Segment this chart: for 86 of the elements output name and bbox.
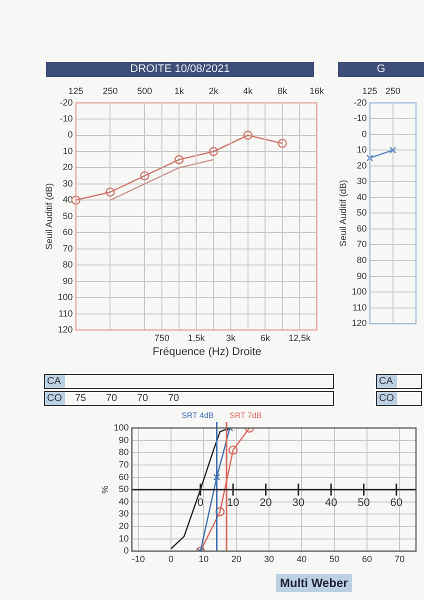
- y-tick-label: 80: [356, 255, 367, 265]
- text: CA: [377, 375, 397, 388]
- chart-title: G: [338, 62, 424, 77]
- chart-title: DROITE 10/08/2021: [46, 62, 314, 77]
- y-tick-label: 30: [356, 176, 367, 186]
- y-tick-label: 30: [62, 178, 73, 188]
- text: 12,5k: [288, 332, 312, 343]
- y-tick-label: 40: [118, 496, 129, 506]
- y-tick-label: 10: [356, 144, 367, 155]
- text: 1,5k: [188, 332, 206, 343]
- ref-line-label: SRT 4dB: [182, 411, 214, 420]
- x-tick-label: 20: [231, 554, 242, 564]
- text: 3k: [226, 332, 236, 343]
- y-tick-label: 120: [58, 324, 73, 334]
- y-tick-label: 90: [356, 270, 367, 281]
- y-tick-label: 100: [352, 286, 367, 297]
- text: 70: [104, 392, 118, 405]
- x2-tick-label: 20: [260, 497, 272, 510]
- y-tick-label: 90: [62, 276, 73, 286]
- text: 750: [154, 332, 170, 343]
- x-tick-label: 250: [102, 86, 118, 96]
- text: 70: [136, 392, 150, 405]
- x-tick-label: 16k: [309, 86, 324, 96]
- y-axis-title: Seuil Auditif (dB): [44, 183, 54, 250]
- y-tick-label: 50: [62, 210, 73, 221]
- x-tick-label: 125: [362, 86, 378, 96]
- y-tick-label: 100: [58, 292, 73, 302]
- x-tick-label: 70: [394, 554, 405, 564]
- x-tick-label: 125: [68, 86, 84, 96]
- y-tick-label: 70: [118, 459, 129, 470]
- y-tick-label: 120: [352, 318, 367, 328]
- y-tick-label: 20: [62, 162, 73, 172]
- ref-line-label: SRT 7dB: [230, 411, 262, 420]
- x2-tick-label: 0: [197, 497, 204, 510]
- y-tick-label: 60: [356, 223, 367, 234]
- y-tick-label: 0: [124, 546, 129, 556]
- text: CO: [45, 392, 65, 405]
- x2-tick-label: 40: [324, 497, 338, 510]
- text: 6k: [260, 332, 270, 343]
- y-tick-label: 110: [58, 308, 73, 318]
- y-tick-label: 90: [118, 434, 129, 445]
- y-tick-label: 10: [118, 533, 129, 544]
- text: CA: [45, 375, 65, 388]
- y-tick-label: -20: [60, 97, 73, 108]
- y-axis-title: %: [100, 486, 110, 494]
- y-tick-label: 10: [62, 146, 73, 156]
- x-tick-label: 40: [296, 554, 307, 564]
- y-tick-label: 20: [356, 160, 367, 170]
- y-tick-label: 30: [118, 508, 129, 519]
- y-tick-label: 50: [118, 484, 129, 494]
- text: 70: [166, 392, 180, 405]
- x-tick-label: 8k: [278, 86, 288, 96]
- y-tick-label: 60: [118, 472, 129, 482]
- x-tick-label: 500: [137, 86, 152, 96]
- x2-tick-label: 10: [226, 497, 240, 510]
- y-tick-label: 80: [118, 447, 129, 458]
- x-tick-label: 4k: [243, 86, 254, 96]
- y-tick-label: 0: [362, 128, 367, 139]
- x-tick-label: 50: [329, 554, 340, 564]
- y-tick-label: 110: [352, 302, 367, 312]
- x2-tick-label: 30: [292, 497, 305, 510]
- x-tick-label: 1k: [174, 86, 184, 96]
- y-tick-label: 0: [68, 130, 73, 140]
- x2-tick-label: 60: [390, 497, 403, 510]
- y-tick-label: 20: [118, 521, 129, 532]
- y-tick-label: -10: [354, 113, 367, 124]
- y-tick-label: 100: [114, 422, 129, 432]
- text: 75: [74, 392, 88, 405]
- x-tick-label: 10: [198, 554, 209, 564]
- x-tick-label: 250: [385, 86, 400, 96]
- y-tick-label: -10: [60, 114, 73, 124]
- x-tick-label: -10: [132, 554, 145, 564]
- text: Multi Weber: [276, 574, 352, 592]
- text: CO: [377, 392, 397, 405]
- x-tick-label: 0: [168, 554, 174, 564]
- y-tick-label: 70: [62, 243, 73, 254]
- y-tick-label: 50: [356, 208, 367, 218]
- y-tick-label: -20: [354, 97, 367, 108]
- y-tick-label: 70: [356, 239, 367, 250]
- y-tick-label: 60: [62, 227, 73, 238]
- x-tick-label: 30: [264, 554, 274, 564]
- y-axis-title: Seuil Auditif (dB): [338, 180, 348, 246]
- y-tick-label: 80: [62, 260, 73, 270]
- x-axis-title: Fréquence (Hz) Droite: [152, 346, 262, 358]
- x-tick-label: 2k: [208, 86, 219, 96]
- y-tick-label: 40: [356, 192, 367, 202]
